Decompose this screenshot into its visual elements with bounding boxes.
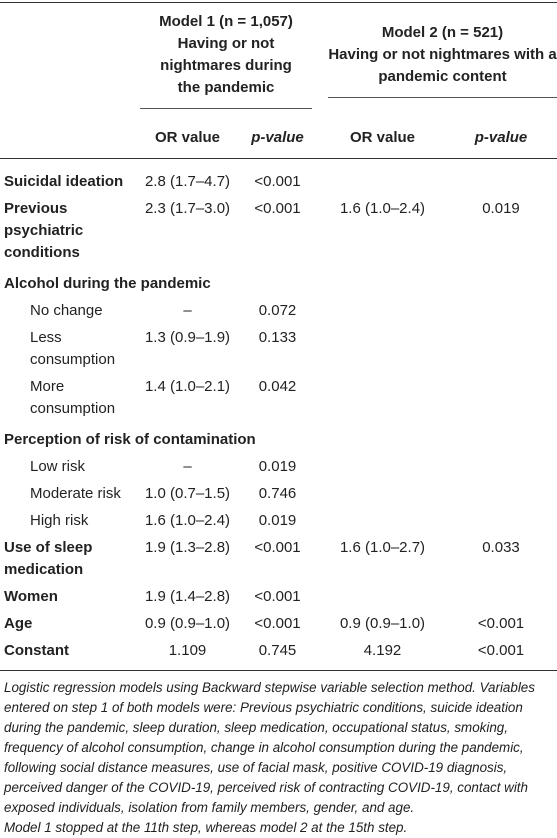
row-label: Previous psychiatric conditions (4, 200, 84, 261)
cell: – (183, 302, 192, 319)
cell: <0.001 (477, 642, 525, 659)
cell: 0.019 (258, 458, 297, 475)
column-header: p-value (235, 119, 320, 159)
table-row: Constant 1.109 0.745 4.192 <0.001 (0, 638, 557, 671)
row-label: Constant (4, 642, 69, 659)
row-label: Age (4, 615, 33, 632)
row-label: Less consumption (30, 329, 116, 368)
row-label: Use of sleep medication (4, 539, 93, 578)
model2-header: Model 2 (n = 521) Having or not nightmar… (320, 3, 557, 120)
table-row: Alcohol during the pandemic (0, 267, 557, 298)
table-row: Low risk – 0.019 (0, 454, 557, 481)
cell: 1.4 (1.0–2.1) (144, 378, 231, 395)
cell (320, 159, 445, 197)
cell: 0.133 (258, 329, 297, 346)
table-row: High risk 1.6 (1.0–2.4) 0.019 (0, 508, 557, 535)
cell: 0.072 (258, 302, 297, 319)
model1-subtitle: Having or not nightmares during the pand… (160, 35, 292, 96)
table-row: Use of sleep medication 1.9 (1.3–2.8) <0.0… (0, 535, 557, 584)
row-label: High risk (30, 512, 89, 529)
table-row: More consumption 1.4 (1.0–2.1) 0.042 (0, 374, 557, 423)
table-row: Perception of risk of contamination (0, 423, 557, 454)
section-label: Perception of risk of contamination (4, 431, 256, 448)
cell (445, 481, 557, 508)
cell: 0.9 (0.9–1.0) (339, 615, 426, 632)
table-row: Previous psychiatric conditions 2.3 (1.7–… (0, 196, 557, 267)
cell: 1.109 (168, 642, 207, 659)
table-row: Suicidal ideation 2.8 (1.7–4.7) <0.001 (0, 159, 557, 197)
cell: 0.745 (258, 642, 297, 659)
model1-header: Model 1 (n = 1,057) Having or not nightm… (140, 3, 320, 120)
cell: – (183, 458, 192, 475)
cell: 4.192 (363, 642, 402, 659)
cell: <0.001 (254, 615, 301, 632)
cell: 0.033 (482, 539, 520, 556)
row-label: No change (30, 302, 103, 319)
cell: <0.001 (254, 173, 301, 190)
cell: <0.001 (477, 615, 525, 632)
row-label: Low risk (30, 458, 86, 475)
cell (445, 159, 557, 197)
column-header: OR value (320, 119, 445, 159)
row-label: More consumption (30, 378, 116, 417)
cell (320, 454, 445, 481)
cell: 0.746 (258, 485, 297, 502)
cell (320, 481, 445, 508)
cell: <0.001 (254, 588, 301, 605)
cell: 0.019 (258, 512, 297, 529)
row-label: Moderate risk (30, 485, 121, 502)
table-row: No change – 0.072 (0, 298, 557, 325)
cell: 2.3 (1.7–3.0) (144, 200, 231, 217)
column-header: OR value (140, 119, 235, 159)
cell (445, 298, 557, 325)
model2-subtitle: Having or not nightmares with a pandemic… (328, 46, 557, 85)
cell (320, 508, 445, 535)
footnote: Logistic regression models using Backwar… (0, 671, 557, 838)
regression-table: Model 1 (n = 1,057) Having or not nightm… (0, 2, 557, 671)
cell: 0.9 (0.9–1.0) (144, 615, 231, 632)
cell (445, 584, 557, 611)
cell: 0.019 (482, 200, 520, 217)
cell (445, 508, 557, 535)
row-label: Women (4, 588, 58, 605)
footnote-text: Logistic regression models using Backwar… (4, 680, 535, 815)
cell (445, 325, 557, 374)
model2-title: Model 2 (n = 521) (381, 24, 504, 41)
cell: <0.001 (254, 539, 301, 556)
cell (320, 374, 445, 423)
cell (445, 374, 557, 423)
cell: 2.8 (1.7–4.7) (144, 173, 231, 190)
cell (445, 454, 557, 481)
cell: 1.6 (1.0–2.4) (339, 200, 426, 217)
cell: 1.6 (1.0–2.4) (144, 512, 231, 529)
row-label: Suicidal ideation (4, 173, 124, 190)
cell: 1.0 (0.7–1.5) (144, 485, 231, 502)
cell: 1.6 (1.0–2.7) (339, 539, 426, 556)
cell: 1.9 (1.3–2.8) (144, 539, 231, 556)
cell: 1.3 (0.9–1.9) (144, 329, 231, 346)
footnote-text: Model 1 stopped at the 11th step, wherea… (4, 820, 408, 835)
cell: 0.042 (258, 378, 297, 395)
table-row: Women 1.9 (1.4–2.8) <0.001 (0, 584, 557, 611)
cell (320, 298, 445, 325)
cell: 1.9 (1.4–2.8) (144, 588, 231, 605)
cell: <0.001 (254, 200, 301, 217)
table-row: Moderate risk 1.0 (0.7–1.5) 0.746 (0, 481, 557, 508)
table-row: Age 0.9 (0.9–1.0) <0.001 0.9 (0.9–1.0) <0.00… (0, 611, 557, 638)
section-label: Alcohol during the pandemic (4, 275, 211, 292)
column-header: p-value (445, 119, 557, 159)
cell (320, 584, 445, 611)
table-row: Less consumption 1.3 (0.9–1.9) 0.133 (0, 325, 557, 374)
cell (320, 325, 445, 374)
model1-title: Model 1 (n = 1,057) (159, 13, 293, 30)
